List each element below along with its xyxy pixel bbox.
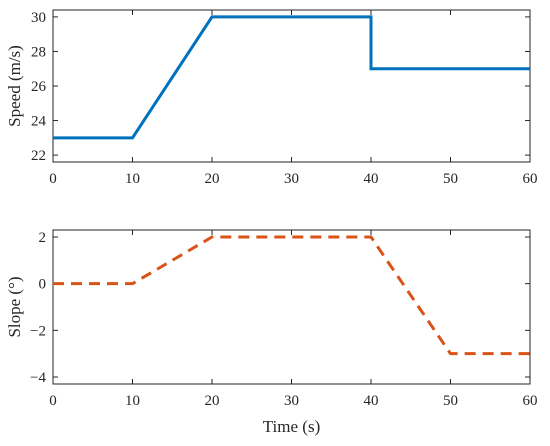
slope-x-tick-label: 10 bbox=[125, 393, 140, 409]
slope-y-tick-label: −2 bbox=[30, 323, 46, 339]
slope-chart: 0 10 20 30 40 50 60 −4 −2 0 2 Slope (°) Time (s) bbox=[5, 229, 538, 436]
speed-x-tick-label: 30 bbox=[284, 171, 299, 187]
speed-x-tick-label: 20 bbox=[205, 171, 220, 187]
speed-chart: 0 10 20 30 40 50 60 22 24 26 28 30 Speed (m/s) bbox=[5, 9, 538, 187]
speed-x-tick-label: 10 bbox=[125, 171, 140, 187]
slope-axes-frame bbox=[52, 229, 531, 385]
slope-y-tick-label: 0 bbox=[39, 277, 47, 293]
speed-series-line bbox=[53, 15, 530, 140]
slope-y-axis-label: Slope (°) bbox=[5, 276, 24, 337]
speed-x-tick-label: 40 bbox=[364, 171, 379, 187]
slope-x-tick-label: 0 bbox=[49, 393, 57, 409]
slope-x-tick-label: 30 bbox=[284, 393, 299, 409]
slope-y-tick-label: −4 bbox=[30, 370, 46, 386]
speed-y-tick-label: 24 bbox=[31, 114, 47, 130]
speed-x-tick-label: 60 bbox=[523, 171, 538, 187]
slope-x-axis-label: Time (s) bbox=[263, 417, 320, 436]
slope-x-tick-label: 20 bbox=[205, 393, 220, 409]
speed-y-tick-label: 26 bbox=[31, 79, 47, 95]
speed-y-tick-label: 30 bbox=[31, 10, 46, 26]
slope-x-tick-label: 60 bbox=[523, 393, 538, 409]
speed-x-tick-label: 50 bbox=[443, 171, 458, 187]
slope-series-line bbox=[53, 235, 530, 356]
speed-y-axis-label: Speed (m/s) bbox=[5, 45, 24, 127]
slope-y-tick-label: 2 bbox=[39, 230, 47, 246]
slope-x-tick-label: 50 bbox=[443, 393, 458, 409]
slope-x-tick-label: 40 bbox=[364, 393, 379, 409]
speed-y-tick-label: 28 bbox=[31, 44, 46, 60]
speed-y-tick-label: 22 bbox=[31, 148, 46, 164]
speed-x-tick-label: 0 bbox=[49, 171, 57, 187]
